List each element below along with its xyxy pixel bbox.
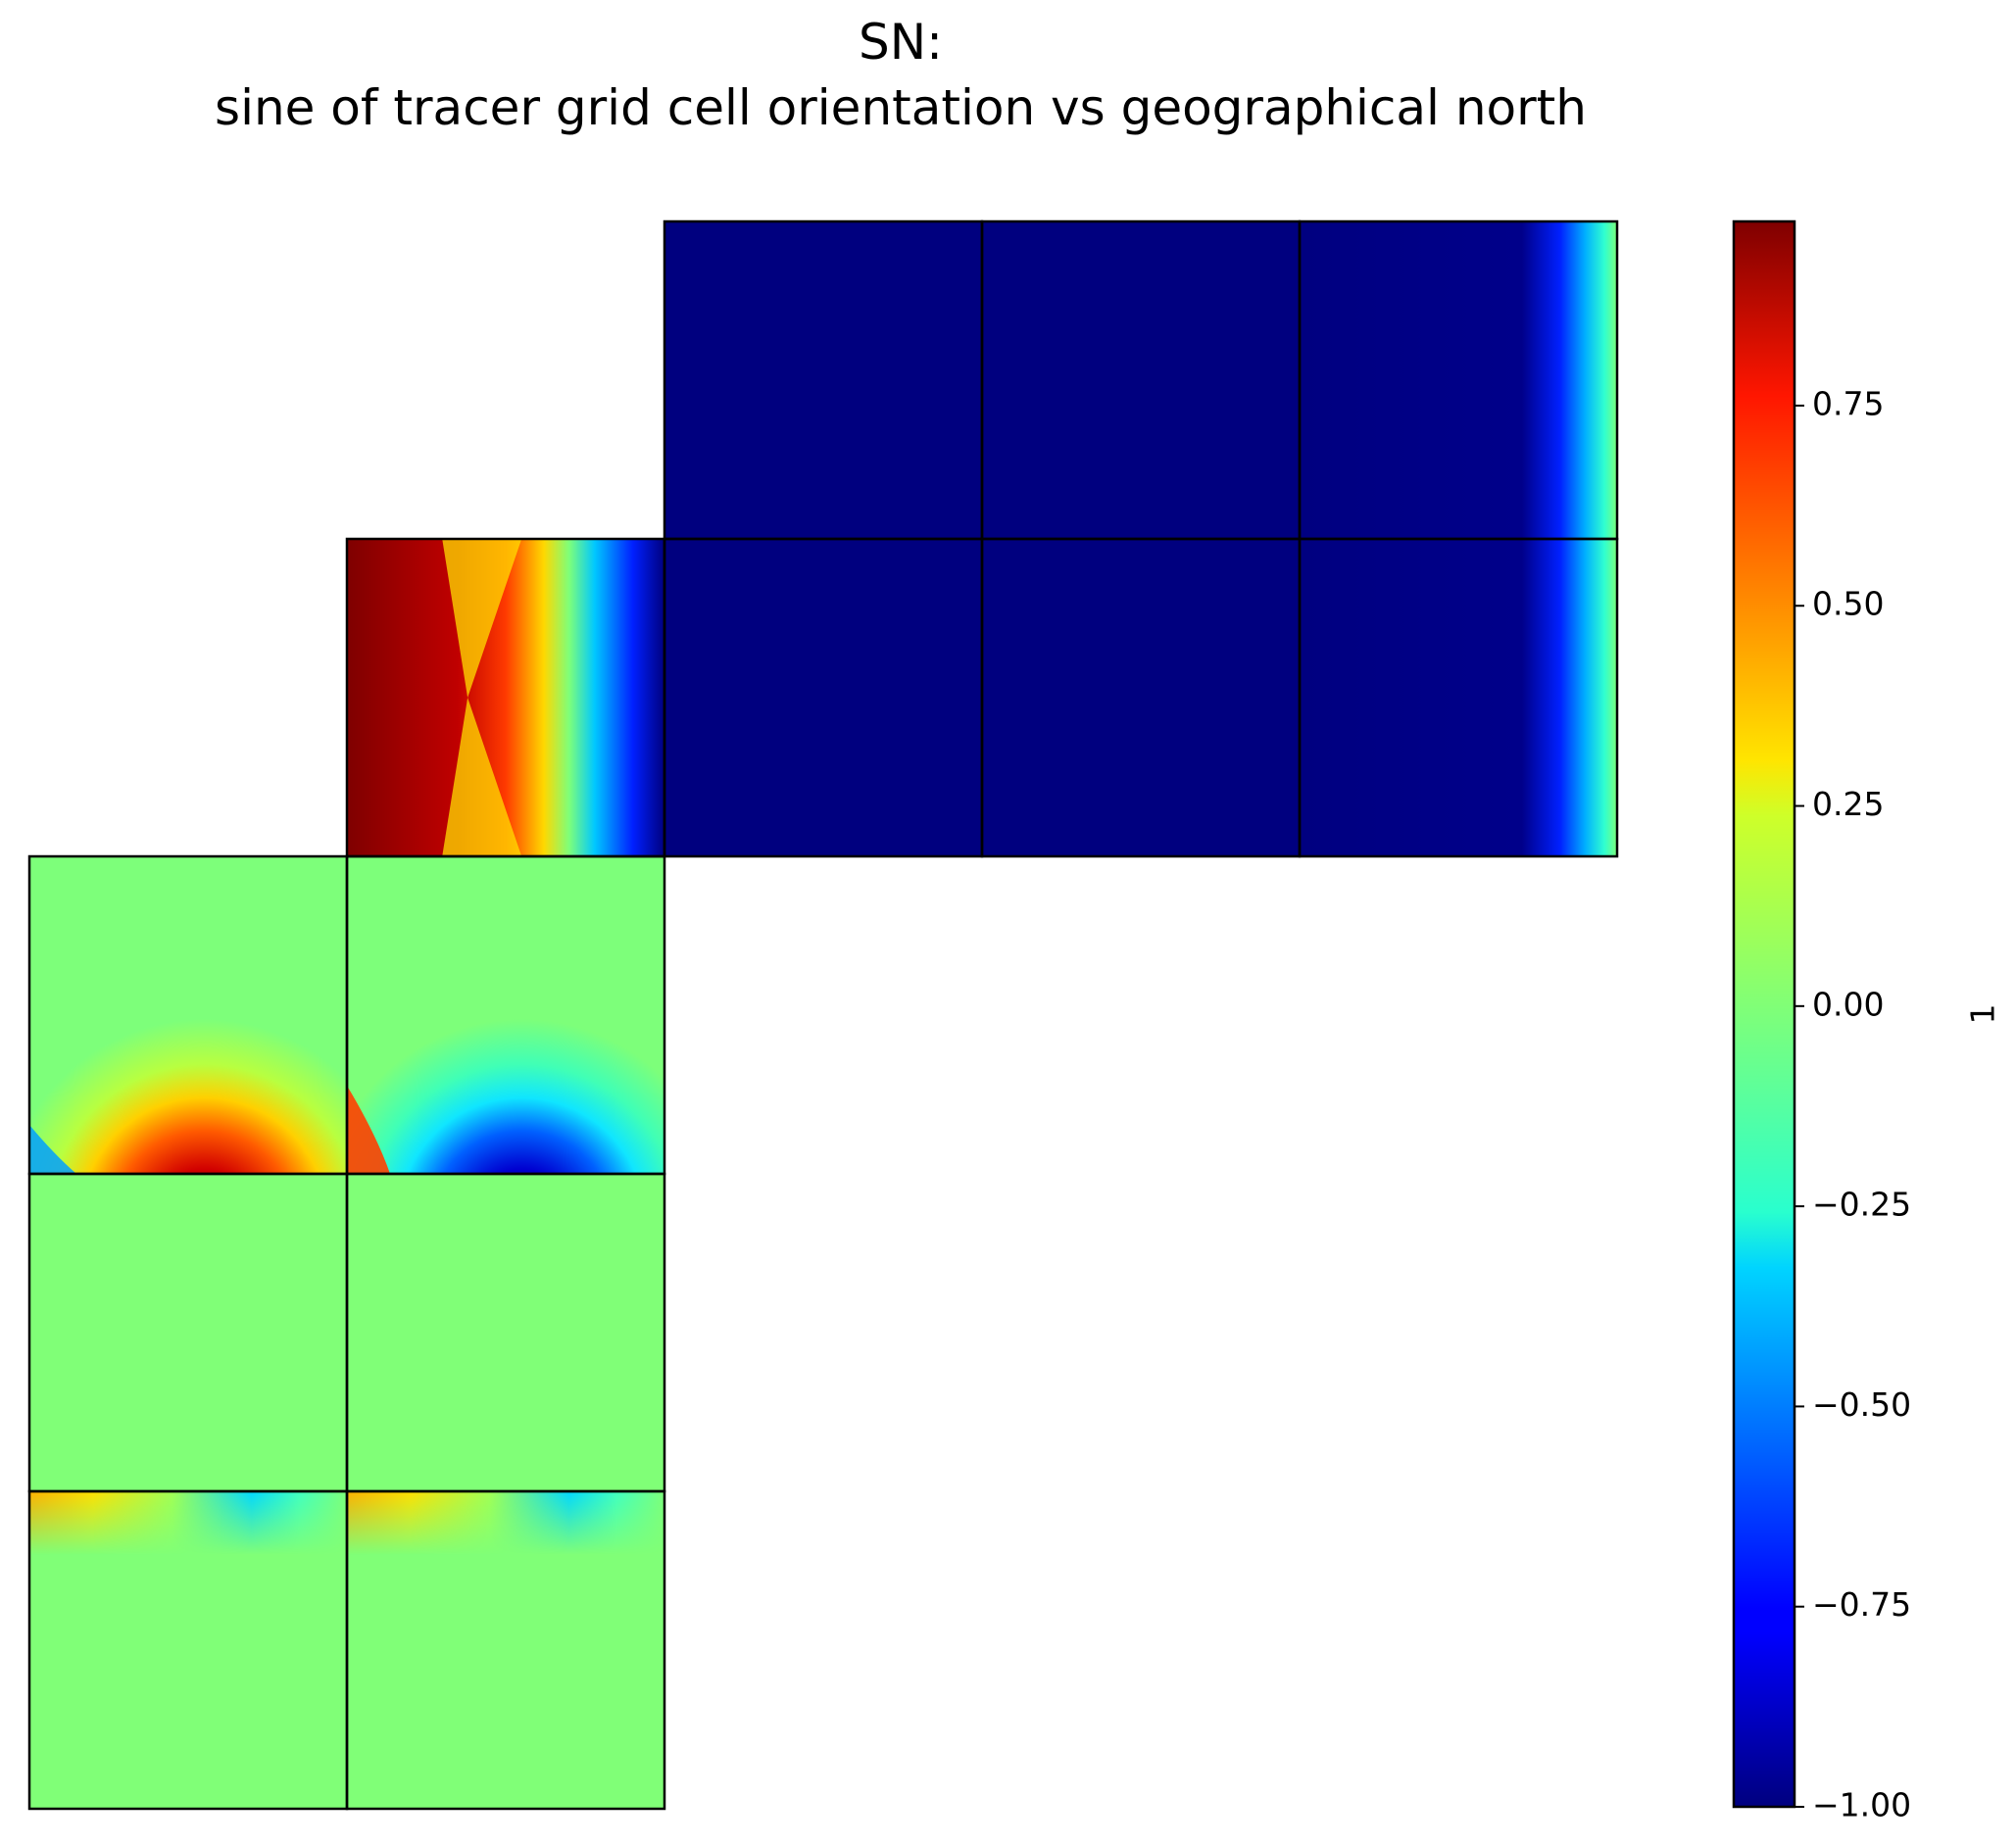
colorbar-tick-label: 0.00: [1812, 985, 1884, 1023]
tile-grid: [29, 221, 1617, 1809]
colorbar-tick-label: 0.50: [1812, 585, 1884, 623]
tile-8: [664, 539, 982, 856]
tile-7: [347, 539, 664, 856]
colorbar-gradient: [1732, 219, 1796, 1809]
colorbar-tick-label: −0.75: [1812, 1585, 1911, 1624]
tile-6: [347, 1491, 664, 1809]
tile-10: [1300, 539, 1617, 856]
tile-borders: [27, 219, 1619, 1811]
chart-title-line1: SN:: [859, 14, 943, 71]
colorbar-tick-label: −0.50: [1812, 1385, 1911, 1424]
tile-9: [982, 539, 1300, 856]
tile-11: [664, 221, 982, 539]
tile-3: [29, 1174, 347, 1491]
colorbar: 0.75 0.50 0.25 0.00 −0.25 −0.50 −0.75 −1.00 1: [1732, 219, 2002, 1824]
colorbar-ticks: 0.75 0.50 0.25 0.00 −0.25 −0.50 −0.75 −1.00: [1795, 384, 1911, 1824]
colorbar-tick-label: 0.25: [1812, 785, 1884, 823]
chart-title-line2: sine of tracer grid cell orientation vs …: [215, 79, 1587, 136]
tile-1: [29, 856, 347, 1174]
tile-13: [1300, 221, 1617, 539]
colorbar-tick-label: −1.00: [1812, 1786, 1911, 1824]
tile-2: [347, 856, 664, 1174]
colorbar-label: 1: [1964, 1004, 2002, 1025]
tile-12: [982, 221, 1300, 539]
colorbar-tick-label: −0.25: [1812, 1186, 1911, 1224]
tile-5: [29, 1491, 347, 1809]
colorbar-tick-label: 0.75: [1812, 384, 1884, 422]
tile-4: [347, 1174, 664, 1491]
